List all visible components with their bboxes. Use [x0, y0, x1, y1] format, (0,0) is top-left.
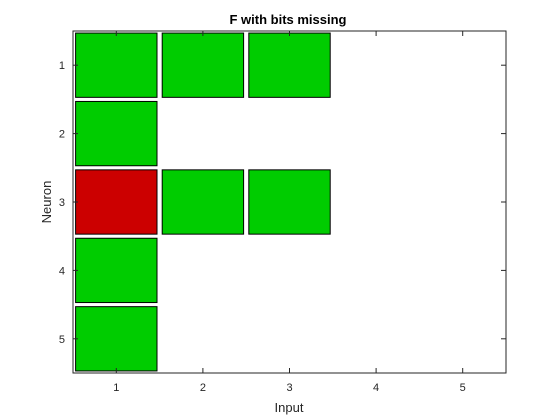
axis-ticks: 1 2 3 4 5 1 2 3 4 5: [59, 31, 506, 394]
cells: [75, 32, 331, 372]
x-tick-label-5: 5: [460, 382, 466, 394]
cell-neuron-5-input-1: [75, 306, 158, 372]
y-tick-label-3: 3: [59, 197, 65, 209]
cell-neuron-3-input-3: [248, 169, 331, 235]
y-tick-label-2: 2: [59, 129, 65, 141]
cell-neuron-1-input-3: [248, 32, 331, 98]
x-tick-label-2: 2: [200, 382, 206, 394]
cell-neuron-2-input-1: [75, 100, 158, 167]
y-tick-label-1: 1: [59, 60, 65, 72]
cell-neuron-4-input-1: [75, 237, 158, 304]
cell-neuron-3-input-2: [161, 169, 245, 235]
y-tick-label-5: 5: [59, 334, 65, 346]
cell-neuron-1-input-2: [161, 32, 245, 98]
x-tick-label-3: 3: [286, 382, 292, 394]
cell-neuron-3-input-1: [75, 169, 158, 235]
y-axis-label: Neuron: [39, 181, 54, 224]
x-tick-label-4: 4: [373, 382, 379, 394]
x-axis-label: Input: [275, 400, 304, 415]
y-tick-label-4: 4: [59, 265, 65, 277]
cell-neuron-1-input-1: [75, 32, 158, 98]
x-tick-label-1: 1: [113, 382, 119, 394]
chart-title: F with bits missing: [229, 12, 346, 27]
